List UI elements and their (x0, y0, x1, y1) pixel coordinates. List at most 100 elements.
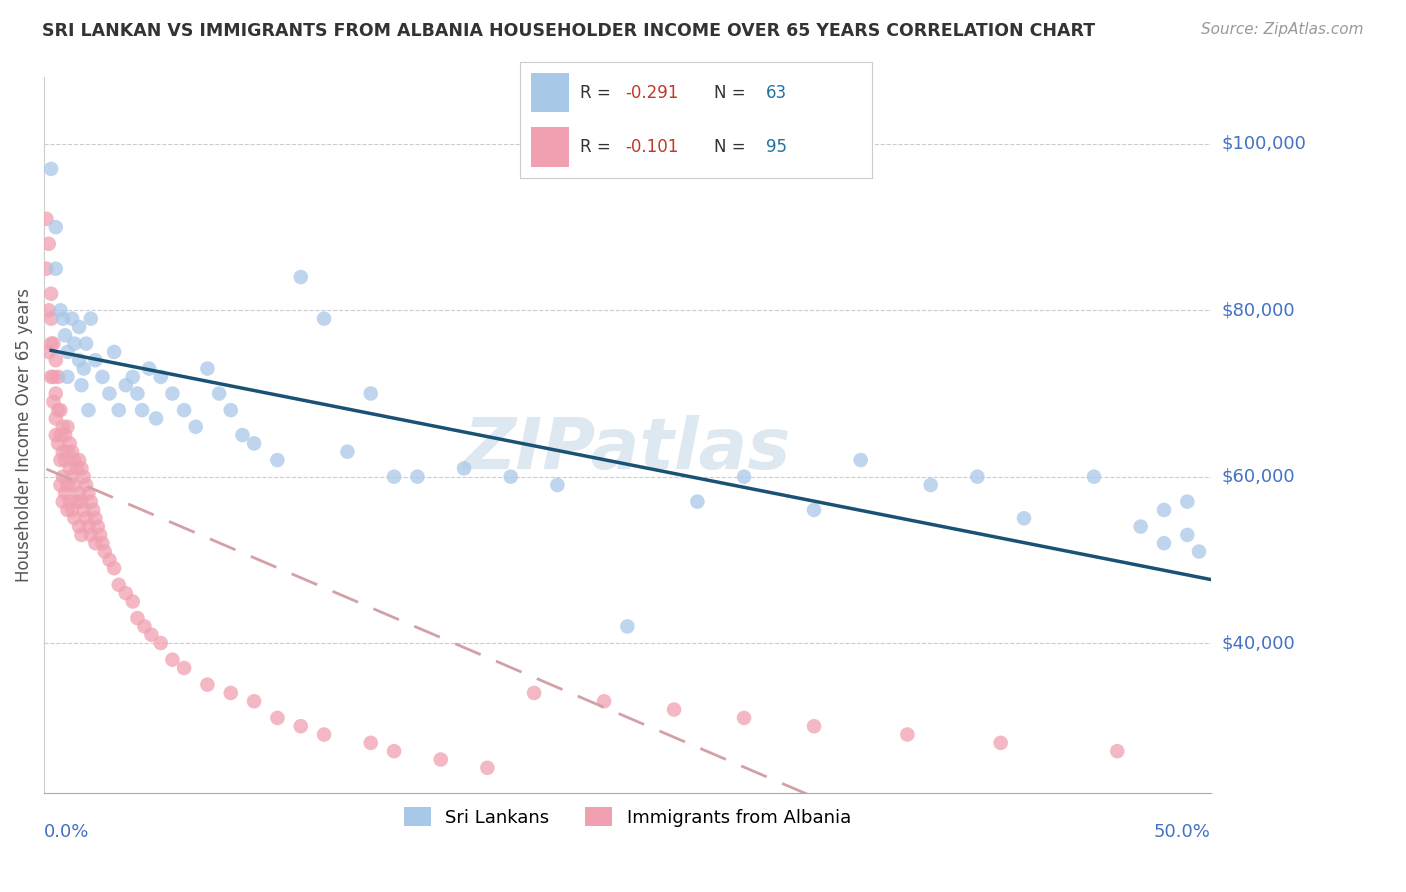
Point (46, 403, 69, 417)
Point (67, 320, 90, 334)
Point (63, 511, 86, 525)
Text: -0.291: -0.291 (626, 84, 679, 102)
Point (312, 311, 335, 326)
Point (60, 503, 83, 517)
Point (121, 370, 143, 384)
Point (266, 711, 288, 725)
Text: $40,000: $40,000 (1222, 634, 1295, 652)
Point (429, 752, 451, 766)
Point (114, 378, 136, 392)
Point (39, 311, 62, 326)
Point (896, 727, 918, 741)
Point (94, 544, 117, 558)
Point (107, 403, 129, 417)
Point (1175, 528, 1198, 542)
Point (45, 220, 67, 235)
Point (73, 469, 96, 483)
Point (53, 328, 76, 343)
Point (382, 744, 405, 758)
Point (77, 403, 100, 417)
Point (59, 461, 82, 475)
Point (38, 303, 60, 318)
Point (360, 736, 382, 750)
Point (662, 703, 685, 717)
Point (75, 478, 97, 492)
Text: $80,000: $80,000 (1222, 301, 1295, 319)
Point (138, 361, 160, 376)
Point (42, 394, 65, 409)
Point (67, 486, 90, 500)
Point (121, 594, 143, 608)
Point (312, 727, 335, 741)
Point (219, 686, 242, 700)
Point (70, 528, 93, 542)
Point (52, 494, 75, 508)
Text: ZIPatlas: ZIPatlas (464, 415, 792, 483)
Point (67, 353, 90, 368)
Point (990, 736, 1012, 750)
Point (266, 453, 288, 467)
Text: $60,000: $60,000 (1222, 467, 1295, 485)
Point (803, 719, 825, 733)
Point (60, 444, 83, 458)
Point (733, 469, 755, 483)
Point (82, 503, 104, 517)
Text: R =: R = (581, 84, 616, 102)
Point (1107, 744, 1129, 758)
Point (73, 503, 96, 517)
Point (45, 428, 67, 442)
Point (382, 469, 405, 483)
Point (360, 386, 382, 401)
Point (56, 419, 79, 434)
Point (53, 486, 76, 500)
Point (75, 336, 97, 351)
Point (56, 478, 79, 492)
Point (56, 345, 79, 359)
Point (56, 444, 79, 458)
Bar (531, 128, 569, 167)
Text: N =: N = (714, 138, 751, 156)
Text: 50.0%: 50.0% (1154, 823, 1211, 841)
Point (243, 436, 266, 450)
Point (103, 345, 125, 359)
Point (52, 311, 75, 326)
Point (197, 361, 219, 376)
Point (39, 370, 62, 384)
Point (91, 536, 114, 550)
Bar (531, 73, 569, 112)
Point (98, 553, 121, 567)
Point (1083, 469, 1105, 483)
Point (84, 536, 107, 550)
Point (966, 469, 988, 483)
Point (91, 370, 114, 384)
Point (53, 428, 76, 442)
Point (49, 303, 72, 318)
Point (1175, 494, 1198, 508)
Point (52, 469, 75, 483)
Point (63, 453, 86, 467)
Point (145, 411, 167, 425)
Point (73, 361, 96, 376)
Text: $100,000: $100,000 (1222, 135, 1306, 153)
Point (67, 519, 90, 533)
Point (127, 611, 149, 625)
Point (52, 444, 75, 458)
Point (803, 503, 825, 517)
Point (80, 311, 103, 326)
Text: R =: R = (581, 138, 616, 156)
Point (56, 503, 79, 517)
Point (290, 719, 312, 733)
Point (75, 511, 97, 525)
Point (499, 469, 522, 483)
Point (1129, 519, 1152, 533)
Point (1012, 511, 1035, 525)
Point (616, 619, 638, 633)
Point (131, 403, 153, 417)
Point (134, 619, 156, 633)
Point (46, 436, 69, 450)
Point (162, 386, 184, 401)
Point (162, 653, 184, 667)
Text: Source: ZipAtlas.com: Source: ZipAtlas.com (1201, 22, 1364, 37)
Point (920, 478, 942, 492)
Point (49, 478, 72, 492)
